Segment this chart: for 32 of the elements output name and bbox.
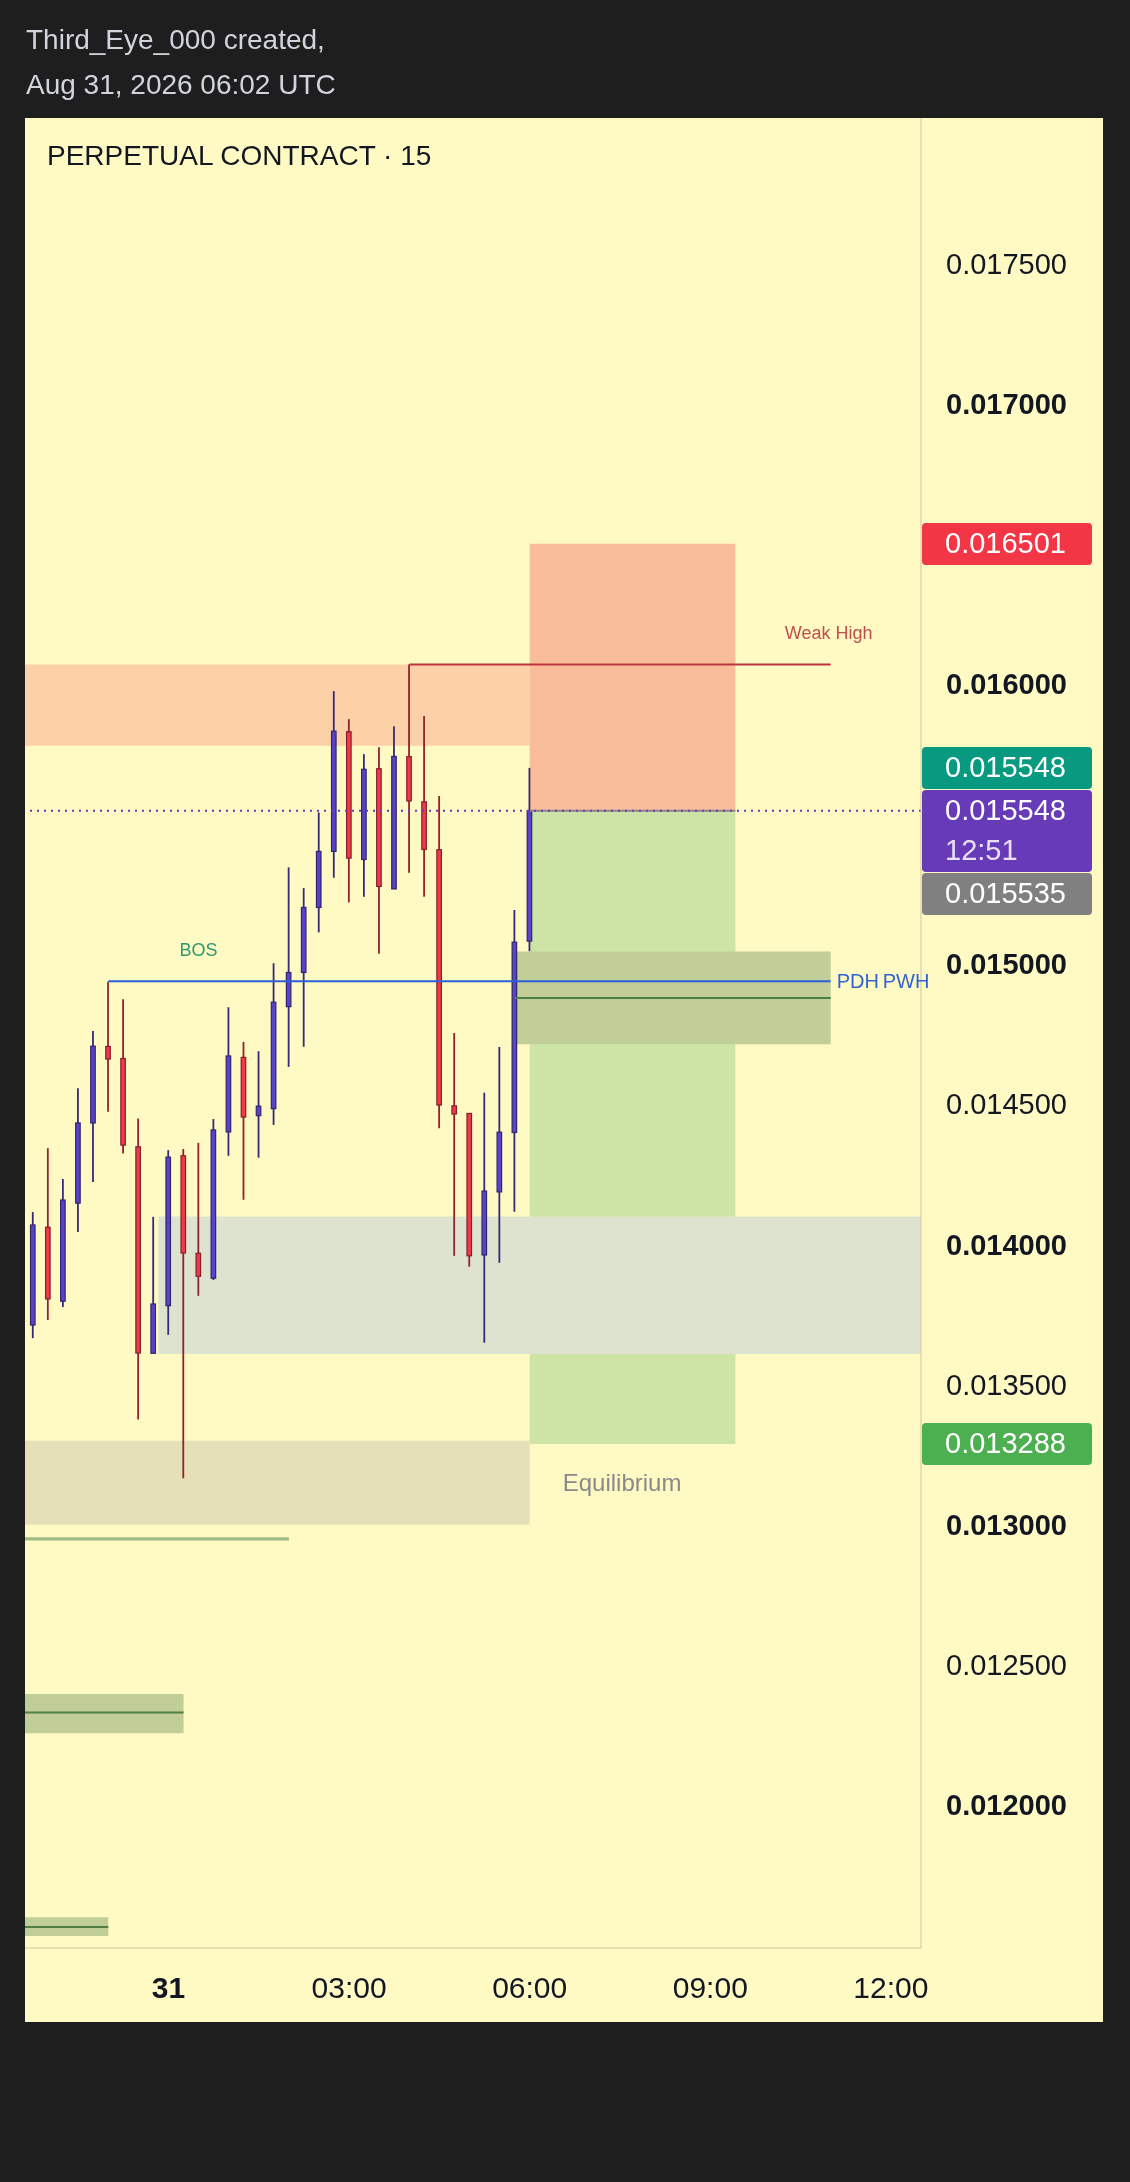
text: Aug 31, 2026 06:02 UTC [26,68,336,102]
y-tick-label: 0.012000 [946,1789,1067,1822]
y-tick-label: 0.013500 [946,1368,1067,1401]
text: 0.016501 [945,525,1067,561]
ref-line-label: 0.015548 12:51 [945,792,1067,868]
candlestick [105,980,111,1113]
text: 0.013288 [945,1426,1067,1462]
y-tick-label: 0.013000 [946,1508,1067,1541]
candlestick [451,1032,458,1257]
y-tick-label: 0.014000 [946,1228,1067,1261]
x-tick-label: 31 [151,1970,186,2004]
y-tick-label: 0.012500 [946,1648,1067,1681]
x-tick-label: 09:00 [672,1970,748,2004]
annotation: Equilibrium [562,1469,682,1497]
text: 0.015535 [945,875,1067,911]
y-tick-label: 0.015000 [946,948,1067,981]
y-tick-label: 0.014500 [946,1088,1067,1121]
y-tick-label: 0.017000 [946,387,1067,420]
candlestick [255,1050,262,1159]
text: PERPETUAL CONTRACT · 15 [47,139,432,173]
text: 0.015548 [945,749,1067,785]
y-tick-label: 0.016000 [946,668,1067,701]
annotation: Weak High [784,623,873,644]
x-tick-label: 12:00 [853,1970,929,2004]
annotation: PWH [882,970,930,993]
x-tick-label: 03:00 [311,1970,387,2004]
annotation: PDH [836,970,879,993]
x-tick-label: 06:00 [492,1970,568,2004]
y-tick-label: 0.017500 [946,247,1067,280]
text: Third_Eye_000 created, [26,23,325,57]
candlestick [195,1141,202,1297]
annotation: BOS [179,940,218,961]
